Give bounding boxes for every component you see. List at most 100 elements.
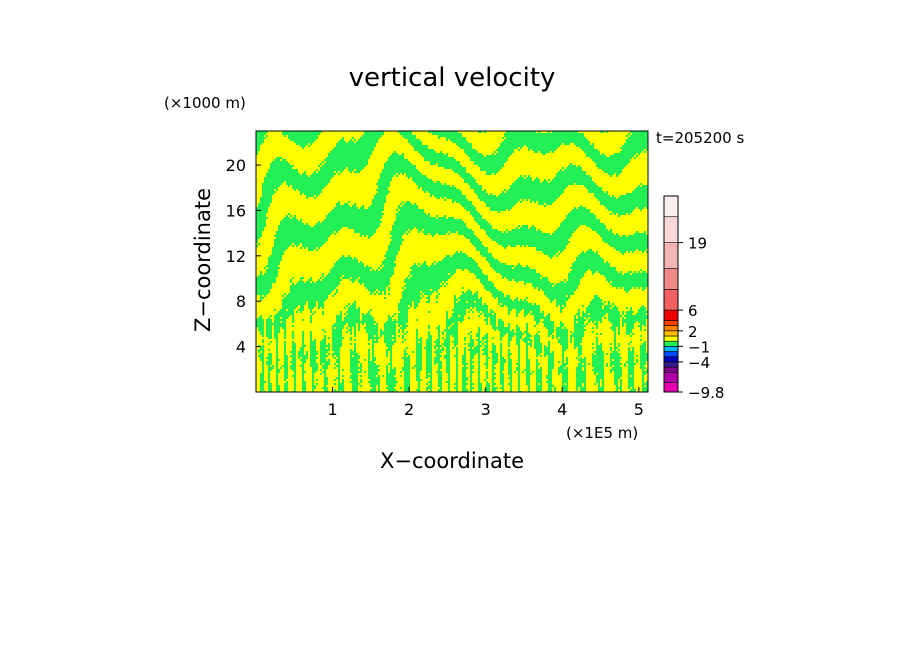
field-cell — [308, 251, 310, 279]
field-cell — [530, 149, 532, 177]
field-cell — [472, 273, 474, 295]
field-cell — [448, 235, 450, 255]
field-cell — [368, 383, 370, 392]
field-cell — [544, 155, 546, 179]
field-cell — [378, 367, 380, 369]
field-cell — [272, 195, 274, 247]
field-cell — [594, 163, 596, 183]
field-cell — [448, 169, 450, 185]
field-cell — [320, 279, 322, 281]
field-cell — [428, 373, 430, 375]
field-cell — [376, 375, 378, 377]
field-cell — [322, 277, 324, 279]
field-cell — [312, 143, 314, 173]
field-cell — [468, 319, 470, 333]
field-cell — [460, 205, 462, 219]
field-cell — [262, 231, 264, 275]
field-cell — [604, 277, 606, 301]
field-cell — [560, 313, 562, 321]
field-cell — [600, 237, 602, 257]
field-cell — [510, 247, 512, 265]
field-cell — [634, 365, 636, 389]
field-cell — [402, 235, 404, 239]
field-cell — [300, 357, 302, 359]
field-cell — [300, 367, 302, 392]
field-cell — [578, 185, 580, 207]
field-cell — [600, 169, 602, 187]
field-cell — [278, 361, 280, 369]
field-cell — [482, 351, 484, 353]
field-cell — [410, 275, 412, 277]
field-cell — [346, 227, 348, 257]
field-cell — [524, 371, 526, 392]
field-cell — [328, 183, 330, 213]
field-cell — [286, 309, 288, 311]
field-cell — [598, 273, 600, 297]
field-cell — [538, 323, 540, 331]
field-cell — [566, 301, 568, 329]
field-cell — [286, 249, 288, 295]
field-cell — [298, 359, 300, 392]
field-cell — [640, 331, 642, 335]
field-cell — [334, 359, 336, 363]
field-cell — [568, 299, 570, 392]
field-cell — [434, 165, 436, 183]
field-cell — [270, 365, 272, 367]
field-cell — [502, 211, 504, 233]
y-tick-label: 20 — [226, 156, 246, 175]
field-cell — [544, 203, 546, 205]
field-cell — [640, 271, 642, 273]
field-cell — [626, 131, 628, 135]
field-cell — [258, 331, 260, 345]
field-cell — [534, 153, 536, 179]
field-cell — [478, 313, 480, 315]
field-cell — [508, 211, 510, 231]
field-cell — [330, 293, 332, 392]
field-cell — [304, 373, 306, 381]
field-cell — [506, 209, 508, 229]
field-cell — [448, 279, 450, 319]
field-cell — [502, 247, 504, 263]
field-cell — [564, 351, 566, 363]
field-cell — [528, 313, 530, 333]
field-cell — [634, 289, 636, 315]
field-cell — [524, 317, 526, 331]
field-cell — [304, 195, 306, 225]
field-cell — [500, 275, 502, 291]
field-cell — [488, 359, 490, 383]
field-cell — [536, 201, 538, 231]
field-cell — [564, 281, 566, 283]
field-cell — [532, 315, 534, 371]
field-cell — [594, 375, 596, 383]
field-cell — [552, 203, 554, 233]
field-cell — [562, 251, 564, 281]
field-cell — [460, 149, 462, 165]
field-cell — [370, 339, 372, 361]
field-cell — [354, 173, 356, 203]
field-cell — [536, 357, 538, 359]
field-cell — [558, 255, 560, 283]
field-cell — [492, 241, 494, 257]
field-cell — [606, 355, 608, 363]
field-cell — [588, 131, 590, 141]
field-cell — [332, 291, 334, 295]
field-cell — [316, 355, 318, 357]
field-cell — [512, 267, 514, 269]
field-cell — [410, 145, 412, 163]
field-cell — [496, 173, 498, 197]
field-cell — [322, 315, 324, 329]
field-cell — [610, 131, 612, 155]
field-cell — [396, 131, 398, 153]
field-cell — [452, 143, 454, 157]
field-cell — [502, 139, 504, 141]
field-cell — [418, 265, 420, 267]
field-cell — [534, 349, 536, 392]
field-cell — [484, 343, 486, 345]
field-cell — [342, 279, 344, 321]
field-cell — [306, 145, 308, 175]
field-cell — [618, 347, 620, 349]
field-cell — [530, 247, 532, 269]
field-cell — [590, 131, 592, 145]
field-cell — [548, 153, 550, 179]
field-cell — [316, 371, 318, 379]
